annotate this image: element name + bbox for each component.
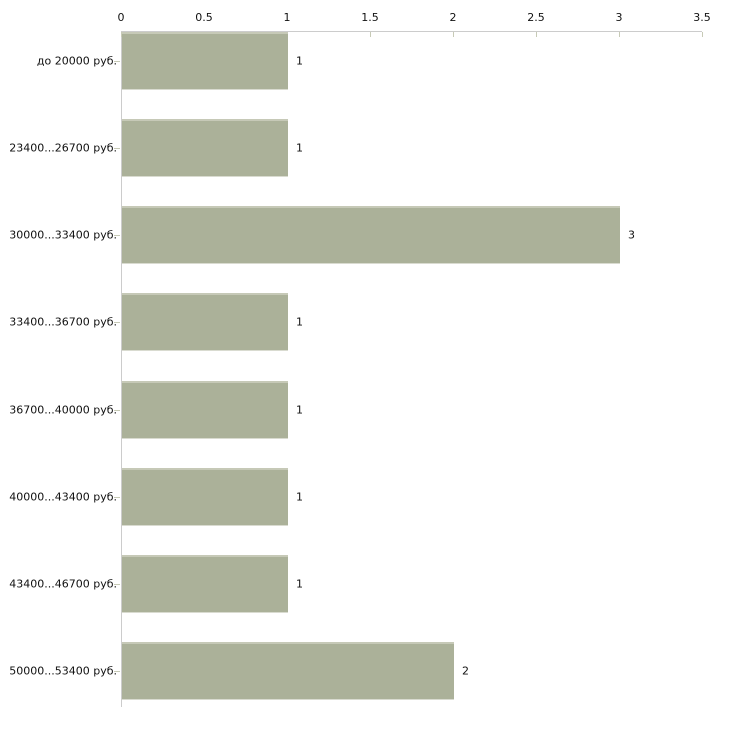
x-tick-mark (702, 32, 703, 37)
value-label: 2 (462, 664, 469, 678)
category-tick-mark (114, 584, 120, 585)
x-tick-mark (536, 32, 537, 37)
x-tick-label: 0.5 (195, 11, 213, 24)
bar (122, 293, 288, 351)
bar (122, 32, 288, 90)
value-label: 1 (296, 490, 303, 504)
x-tick-label: 3 (615, 11, 623, 24)
category-tick-mark (114, 235, 120, 236)
category-tick-mark (114, 410, 120, 411)
bar (122, 381, 288, 439)
category-label: 23400...26700 руб. (9, 141, 117, 155)
bar (122, 206, 620, 264)
x-axis-line (121, 31, 702, 32)
category-tick-mark (114, 671, 120, 672)
x-tick-label: 1.5 (361, 11, 379, 24)
x-tick-mark (121, 32, 122, 37)
category-label: 40000...43400 руб. (9, 490, 117, 504)
x-tick-label: 3.5 (693, 11, 711, 24)
category-label: до 20000 руб. (36, 54, 117, 68)
category-label: 43400...46700 руб. (9, 577, 117, 591)
category-label: 30000...33400 руб. (9, 228, 117, 242)
category-tick-mark (114, 497, 120, 498)
category-tick-mark (114, 61, 120, 62)
value-label: 1 (296, 403, 303, 417)
x-tick-mark (370, 32, 371, 37)
bar (122, 555, 288, 613)
bar (122, 642, 454, 700)
x-tick-label: 2.5 (527, 11, 545, 24)
bar (122, 468, 288, 526)
category-tick-mark (114, 148, 120, 149)
category-label: 33400...36700 руб. (9, 315, 117, 329)
y-axis-line (121, 31, 122, 708)
x-tick-mark (619, 32, 620, 37)
x-tick-label: 0 (117, 11, 125, 24)
x-tick-label: 1 (283, 11, 291, 24)
x-tick-mark (453, 32, 454, 37)
value-label: 1 (296, 54, 303, 68)
value-label: 1 (296, 141, 303, 155)
category-tick-mark (114, 322, 120, 323)
category-label: 50000...53400 руб. (9, 664, 117, 678)
value-label: 1 (296, 577, 303, 591)
x-tick-label: 2 (449, 11, 457, 24)
bar (122, 119, 288, 177)
category-label: 36700...40000 руб. (9, 403, 117, 417)
value-label: 3 (628, 228, 635, 242)
value-label: 1 (296, 315, 303, 329)
